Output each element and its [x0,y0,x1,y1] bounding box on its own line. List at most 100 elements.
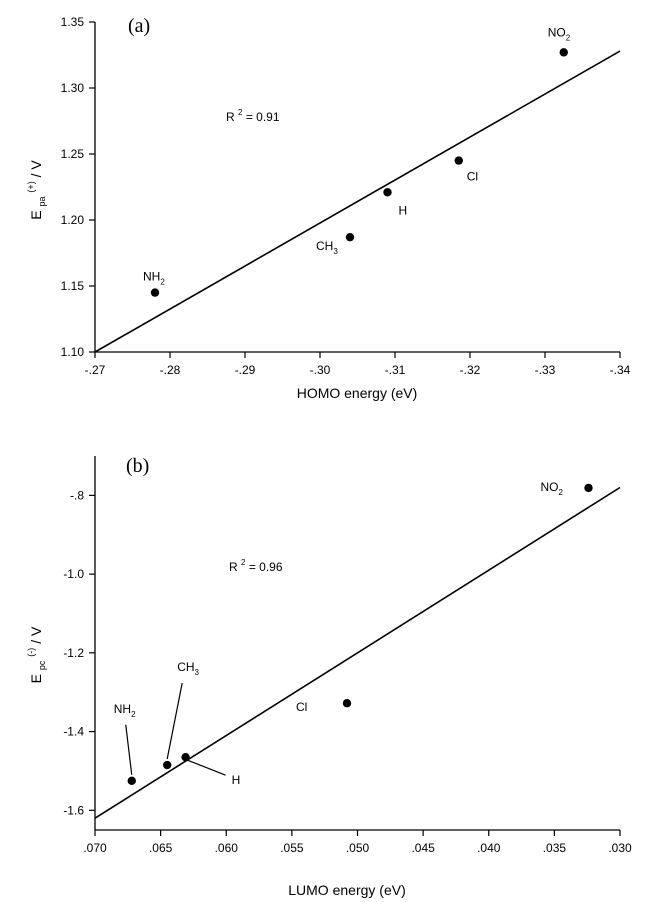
y-tick-label: 1.30 [61,81,85,95]
panel-label-b: (b) [126,455,149,477]
r2-prefix-a: R [226,110,235,124]
data-point [181,752,190,762]
point-label-main: NO [548,25,566,39]
data-point [345,232,355,242]
y-tick-label: -.8 [70,488,84,502]
points-b [127,483,593,785]
y-tick-label: -1.0 [63,567,84,581]
x-axis-title-b: LUMO energy (eV) [288,882,405,898]
y-axis-title-a: E pa (+) / V [21,160,48,220]
point-label-main: H [232,773,241,787]
point-label-main: Cl [467,170,478,184]
point-label-sub: 3 [333,247,338,256]
point-label-sub: 2 [566,33,571,42]
point-label: NH2 [114,702,136,719]
r2-label-a: R 2 = 0.91 [226,104,280,124]
chart-panel-b: .070 .065 .060 .055 .050 .045 .040 .035 .030 -1.… [21,455,632,898]
x-tick-label: -.31 [385,363,406,377]
y-tick-label: -1.2 [63,646,84,660]
point-label: CH3 [316,239,338,256]
point-label-sub: 3 [195,668,200,677]
y-ticks-a: 1.10 1.15 1.20 1.25 1.30 1.35 [61,15,95,359]
label-leader-line [187,759,226,776]
r2-value-b: = 0.96 [249,560,283,574]
x-tick-label: -.32 [460,363,481,377]
data-point [162,760,172,770]
x-tick-label: .030 [608,841,632,855]
regression-line [94,486,621,819]
x-tick-label: -.28 [160,363,181,377]
point-label-main: Cl [296,700,307,714]
label-leader-line [166,682,183,760]
data-point [150,288,160,297]
y-tick-label: 1.10 [61,345,85,359]
fit-line-a-group [94,50,621,353]
point-label: H [399,203,408,217]
data-point [584,483,593,493]
r2-sup-b: 2 [241,558,246,567]
y-tick-label: 1.15 [61,279,85,293]
y-axis-sub-a: pa [37,196,47,206]
x-ticks-a: -.27 -.28 -.29 -.30 -.31 -.32 -.33 -.34 [85,352,631,377]
fit-line-b-group [94,486,621,819]
point-label-main: NO [541,480,559,494]
point-label-sub: 2 [160,278,165,287]
x-tick-label: .050 [346,841,370,855]
x-tick-label: .060 [215,841,239,855]
x-tick-label: -.34 [610,363,631,377]
y-axis-main-a: E [28,210,44,219]
y-tick-label: 1.20 [61,213,85,227]
y-axis-sup-b: (-) [26,648,36,657]
panel-label-a: (a) [128,15,150,37]
r2-label-b: R 2 = 0.96 [229,554,283,574]
x-tick-label: -.30 [310,363,331,377]
data-point [454,156,463,165]
point-label-main: NH [114,702,131,716]
point-label: NO2 [548,25,571,42]
point-label: CH3 [177,660,199,677]
x-tick-label: .035 [543,841,567,855]
x-tick-label: -.27 [85,363,106,377]
y-ticks-b: -1.6 -1.4 -1.2 -1.0 -.8 [63,488,95,817]
chart-panel-a: -.27 -.28 -.29 -.30 -.31 -.32 -.33 -.34 1.101.1… [21,15,631,401]
points-a [150,48,568,297]
y-axis-sub-b: pc [37,660,47,670]
x-tick-label: .065 [149,841,173,855]
data-point [383,188,392,197]
r2-prefix-b: R [229,560,238,574]
point-label-sub: 2 [131,710,136,719]
point-label-main: H [399,203,408,217]
y-tick-label: -1.4 [63,725,84,739]
y-axis-unit-a: / V [28,160,44,178]
point-label: NO2 [541,480,564,497]
point-label-main: NH [143,270,160,284]
y-axis-title-b: E pc (-) / V [21,626,48,683]
y-axis-main-b: E [28,674,44,683]
y-axis-sup-a: (+) [26,181,36,192]
x-tick-label: -.29 [235,363,256,377]
point-label-main: CH [316,239,333,253]
point-label-main: CH [177,660,194,674]
x-tick-label: -.33 [535,363,556,377]
r2-sup-a: 2 [238,108,243,117]
y-axis-unit-b: / V [28,626,44,644]
point-label-sub: 2 [559,488,564,497]
data-point [127,776,136,785]
y-tick-label: -1.6 [63,803,84,817]
data-point [342,699,352,708]
regression-line [94,50,621,353]
label-leader-line [125,724,133,775]
point-label: H [232,773,241,787]
x-tick-label: .070 [83,841,107,855]
y-tick-label: 1.35 [61,15,85,29]
data-point [559,48,568,57]
r2-value-a: = 0.91 [246,110,280,124]
point-label: Cl [296,700,307,714]
x-tick-label: .040 [477,841,501,855]
y-tick-label: 1.25 [61,147,85,161]
x-axis-title-a: HOMO energy (eV) [297,385,418,401]
x-ticks-b: .070 .065 .060 .055 .050 .045 .040 .035 .030 [83,830,632,855]
